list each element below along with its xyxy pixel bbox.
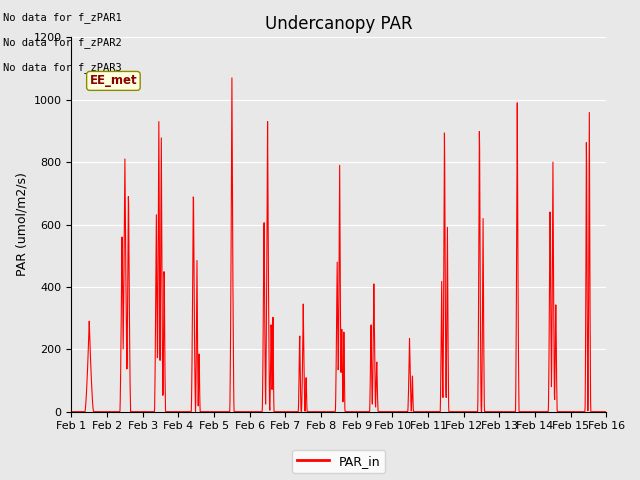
- Text: EE_met: EE_met: [90, 74, 137, 87]
- Title: Undercanopy PAR: Undercanopy PAR: [265, 15, 413, 33]
- Text: No data for f_zPAR3: No data for f_zPAR3: [3, 62, 122, 73]
- Y-axis label: PAR (umol/m2/s): PAR (umol/m2/s): [15, 173, 28, 276]
- Legend: PAR_in: PAR_in: [292, 450, 385, 473]
- Text: No data for f_zPAR1: No data for f_zPAR1: [3, 12, 122, 23]
- Text: No data for f_zPAR2: No data for f_zPAR2: [3, 37, 122, 48]
